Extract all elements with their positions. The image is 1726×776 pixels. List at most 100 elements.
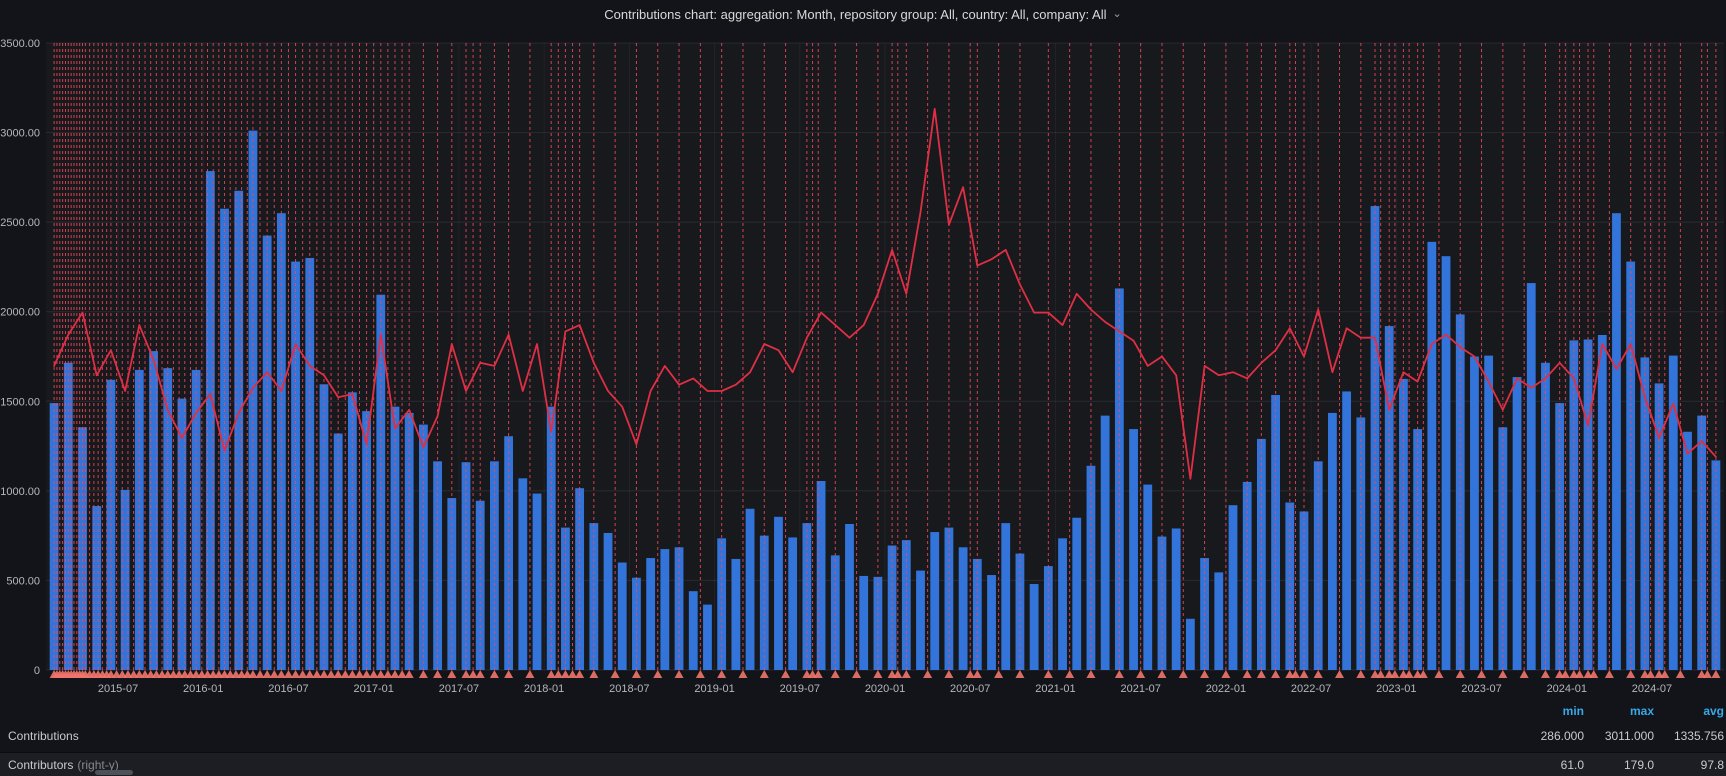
bar[interactable] [205, 171, 215, 670]
bar[interactable] [1114, 288, 1124, 670]
annotation-marker-icon[interactable] [695, 670, 705, 678]
annotation-marker-icon[interactable] [1418, 670, 1428, 678]
annotation-marker-icon[interactable] [1015, 670, 1025, 678]
annotation-marker-icon[interactable] [214, 670, 224, 678]
panel-header[interactable]: Contributions chart: aggregation: Month,… [0, 0, 1726, 28]
bar[interactable] [1455, 314, 1465, 670]
bar[interactable] [518, 478, 528, 670]
annotation-marker-icon[interactable] [283, 670, 293, 678]
annotation-marker-icon[interactable] [944, 670, 954, 678]
annotation-marker-icon[interactable] [208, 670, 218, 678]
bar[interactable] [1129, 429, 1138, 670]
bar[interactable] [1058, 538, 1067, 670]
annotation-marker-icon[interactable] [269, 670, 279, 678]
annotation-marker-icon[interactable] [631, 670, 641, 678]
bar[interactable] [1668, 355, 1678, 670]
annotation-marker-icon[interactable] [674, 670, 684, 678]
annotation-marker-icon[interactable] [140, 670, 150, 678]
legend-sort-max[interactable]: max [1629, 704, 1654, 718]
annotation-marker-icon[interactable] [893, 670, 903, 678]
annotation-marker-icon[interactable] [1675, 670, 1685, 678]
annotation-marker-icon[interactable] [276, 670, 286, 678]
bar[interactable] [845, 523, 854, 670]
bar[interactable] [319, 384, 329, 670]
bar[interactable] [916, 570, 925, 670]
bar[interactable] [646, 558, 656, 670]
bar[interactable] [92, 506, 102, 670]
annotation-marker-icon[interactable] [202, 670, 212, 678]
annotation-marker-icon[interactable] [717, 670, 727, 678]
bar[interactable] [63, 362, 73, 670]
annotation-marker-icon[interactable] [1519, 670, 1529, 678]
annotation-marker-icon[interactable] [1398, 670, 1408, 678]
bar[interactable] [731, 558, 741, 670]
bar[interactable] [958, 547, 968, 670]
annotation-marker-icon[interactable] [830, 670, 840, 678]
annotation-marker-icon[interactable] [1271, 670, 1281, 678]
annotation-marker-icon[interactable] [1697, 670, 1707, 678]
legend-sort-avg[interactable]: avg [1703, 704, 1724, 718]
bar[interactable] [1370, 206, 1380, 670]
bar[interactable] [1001, 523, 1011, 670]
annotation-marker-icon[interactable] [242, 670, 252, 678]
annotation-marker-icon[interactable] [1043, 670, 1053, 678]
bar[interactable] [234, 190, 244, 671]
bar[interactable] [1029, 584, 1039, 670]
annotation-marker-icon[interactable] [1136, 670, 1146, 678]
bar[interactable] [1612, 213, 1621, 670]
bar[interactable] [546, 406, 556, 670]
annotation-marker-icon[interactable] [168, 670, 178, 678]
annotation-marker-icon[interactable] [248, 670, 258, 678]
bar[interactable] [177, 398, 187, 670]
annotation-marker-icon[interactable] [653, 670, 663, 678]
annotation-marker-icon[interactable] [146, 670, 156, 678]
bar[interactable] [987, 575, 996, 670]
bar[interactable] [788, 537, 798, 670]
bar[interactable] [774, 516, 783, 670]
annotation-marker-icon[interactable] [1711, 670, 1721, 678]
annotation-marker-icon[interactable] [262, 670, 272, 678]
bar[interactable] [1271, 395, 1280, 670]
annotation-marker-icon[interactable] [354, 670, 364, 678]
annotation-marker-icon[interactable] [1702, 670, 1712, 678]
annotation-marker-icon[interactable] [1299, 670, 1309, 678]
annotation-marker-icon[interactable] [1589, 670, 1599, 678]
bar[interactable] [1328, 412, 1337, 670]
annotation-marker-icon[interactable] [333, 670, 343, 678]
annotation-marker-icon[interactable] [1640, 670, 1650, 678]
annotation-marker-icon[interactable] [1413, 670, 1423, 678]
annotation-marker-icon[interactable] [312, 670, 322, 678]
annotation-marker-icon[interactable] [397, 670, 407, 678]
annotation-marker-icon[interactable] [369, 670, 379, 678]
annotation-marker-icon[interactable] [1660, 670, 1670, 678]
annotation-marker-icon[interactable] [553, 670, 563, 678]
bar[interactable] [1583, 339, 1593, 670]
annotation-marker-icon[interactable] [781, 670, 791, 678]
annotation-marker-icon[interactable] [610, 670, 620, 678]
annotation-marker-icon[interactable] [185, 670, 195, 678]
annotation-marker-icon[interactable] [151, 670, 161, 678]
annotation-marker-icon[interactable] [808, 670, 818, 678]
bar[interactable] [901, 540, 911, 670]
annotation-marker-icon[interactable] [1390, 670, 1400, 678]
annotation-marker-icon[interactable] [1569, 670, 1579, 678]
annotation-marker-icon[interactable] [1654, 670, 1664, 678]
bar[interactable] [1683, 431, 1692, 670]
annotation-marker-icon[interactable] [589, 670, 599, 678]
annotation-marker-icon[interactable] [191, 670, 201, 678]
bar[interactable] [944, 527, 954, 670]
bar[interactable] [1484, 355, 1494, 670]
annotation-marker-icon[interactable] [965, 670, 975, 678]
annotation-marker-icon[interactable] [1335, 670, 1345, 678]
annotation-marker-icon[interactable] [1065, 670, 1075, 678]
annotation-marker-icon[interactable] [1575, 670, 1585, 678]
annotation-marker-icon[interactable] [1242, 670, 1252, 678]
annotation-marker-icon[interactable] [813, 670, 823, 678]
annotation-marker-icon[interactable] [1290, 670, 1300, 678]
annotation-marker-icon[interactable] [255, 670, 265, 678]
bar[interactable] [561, 527, 570, 670]
annotation-marker-icon[interactable] [504, 670, 514, 678]
series-name-contributions[interactable]: Contributions [8, 728, 79, 743]
bar[interactable] [717, 538, 727, 670]
annotation-marker-icon[interactable] [1434, 670, 1444, 678]
